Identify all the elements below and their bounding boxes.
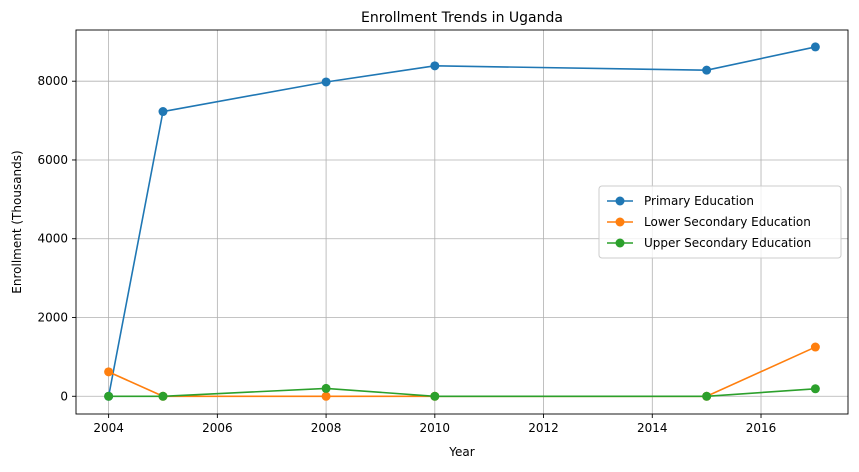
legend[interactable]: Primary Education Lower Secondary Educati… xyxy=(598,185,842,259)
data-point xyxy=(702,391,712,401)
y-tick-label: 2000 xyxy=(37,311,68,325)
y-axis-label: Enrollment (Thousands) xyxy=(10,150,24,293)
data-point xyxy=(321,391,331,401)
plot-frame xyxy=(75,29,849,415)
data-point xyxy=(321,77,331,87)
legend-item[interactable]: Primary Education xyxy=(607,194,754,208)
y-tick-label: 8000 xyxy=(37,74,68,88)
data-point xyxy=(104,367,114,377)
series-line xyxy=(108,346,816,398)
y-tick-label: 0 xyxy=(60,389,68,403)
chart-title: Enrollment Trends in Uganda xyxy=(361,10,563,26)
legend-label: Primary Education xyxy=(644,194,754,208)
data-point xyxy=(321,383,331,393)
legend-label: Lower Secondary Education xyxy=(644,215,811,229)
x-tick-label: 2006 xyxy=(202,421,233,435)
legend-swatch-marker xyxy=(615,238,625,248)
data-point xyxy=(430,391,440,401)
x-tick-label: 2004 xyxy=(93,421,124,435)
legend-label: Upper Secondary Education xyxy=(644,236,811,250)
data-point xyxy=(104,391,114,401)
series-line xyxy=(107,46,816,397)
x-tick-label: 2014 xyxy=(637,421,668,435)
data-point xyxy=(810,384,820,394)
legend-item[interactable]: Lower Secondary Education xyxy=(607,215,811,229)
x-tick-label: 2008 xyxy=(311,421,342,435)
x-tick-label: 2010 xyxy=(420,421,451,435)
legend-box xyxy=(598,185,842,259)
ticks: 2004 2006 2008 2010 2012 2014 2016 0 2000 4000 600… xyxy=(37,74,776,435)
x-axis-label: Year xyxy=(448,445,474,459)
series-3 xyxy=(104,383,820,401)
x-tick-label: 2016 xyxy=(746,421,777,435)
data-point xyxy=(158,391,168,401)
legend-swatch-marker xyxy=(615,217,625,227)
series-line xyxy=(108,387,816,398)
data-point xyxy=(810,42,820,52)
y-tick-label: 4000 xyxy=(37,232,68,246)
data-point xyxy=(430,61,440,71)
data-point xyxy=(702,65,712,75)
series-group xyxy=(104,42,820,401)
data-point xyxy=(810,342,820,352)
y-tick-label: 6000 xyxy=(37,153,68,167)
data-point xyxy=(158,107,168,117)
legend-swatch-marker xyxy=(615,196,625,206)
axes xyxy=(75,29,849,415)
legend-item[interactable]: Upper Secondary Education xyxy=(607,236,811,250)
x-tick-label: 2012 xyxy=(528,421,559,435)
